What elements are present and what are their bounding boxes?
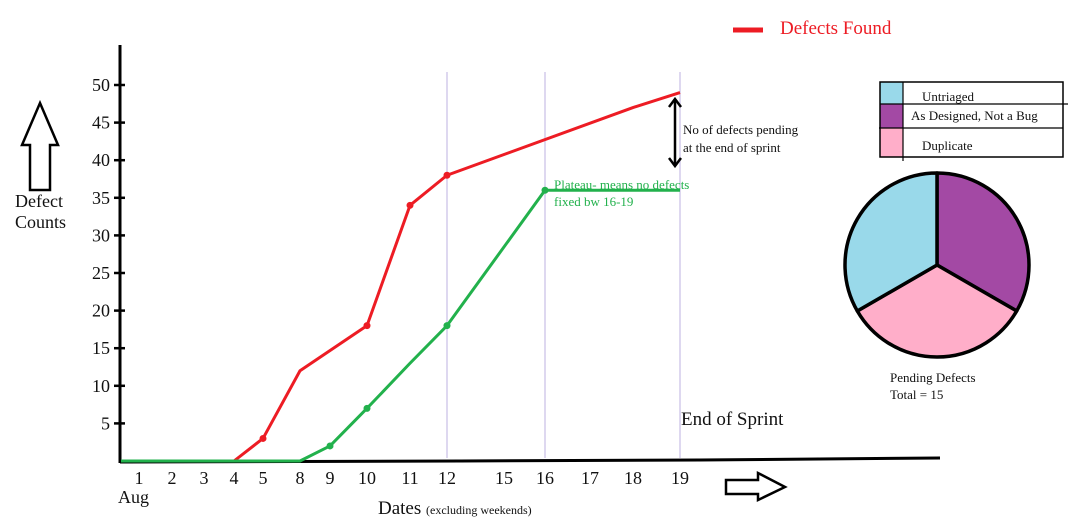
pie-slice (855, 263, 1019, 359)
x-tick-label: 8 (296, 468, 305, 488)
x-tick-label: 5 (259, 468, 268, 488)
y-axis-label-line1: Defect (15, 191, 63, 211)
x-tick-label: 16 (536, 468, 554, 488)
x-tick-label: 4 (230, 468, 239, 488)
x-tick-label: 1 (135, 468, 144, 488)
data-point (443, 322, 451, 330)
x-axis-note: (excluding weekends) (426, 503, 532, 517)
data-point (443, 171, 451, 179)
x-tick-label: 11 (401, 468, 418, 488)
end-of-sprint-label: End of Sprint (681, 409, 784, 430)
x-tick-label: 10 (358, 468, 376, 488)
pending-defects-pie (843, 171, 1031, 359)
pie-caption-line2: Total = 15 (890, 387, 943, 402)
pie-legend-swatch-untriaged (880, 82, 903, 104)
x-axis-label: Dates (excluding weekends) (378, 498, 532, 519)
y-tick-label: 50 (92, 75, 110, 95)
series-line-0 (121, 91, 681, 463)
y-tick-label: 5 (101, 413, 110, 433)
pie-legend-label-as-designed: As Designed, Not a Bug (911, 108, 1038, 123)
pending-arrow-icon (668, 96, 682, 169)
y-tick-label: 45 (92, 113, 110, 133)
pie-slice (843, 171, 939, 313)
plateau-annotation-line2: fixed bw 16-19 (554, 194, 633, 209)
x-tick-label: 18 (624, 468, 642, 488)
y-axis-label-line2: Counts (15, 212, 66, 232)
y-tick-label: 20 (92, 301, 110, 321)
data-point (406, 201, 414, 209)
x-tick-label: 15 (495, 468, 513, 488)
x-tick-label: 9 (326, 468, 335, 488)
data-point (326, 442, 334, 450)
y-tick-label: 35 (92, 188, 110, 208)
x-axis-title: Dates (378, 498, 421, 519)
pie-legend: Untriaged As Designed, Not a Bug Duplica… (879, 81, 1068, 161)
y-tick-label: 25 (92, 263, 110, 283)
y-axis-arrow-icon (20, 99, 60, 192)
x-tick-label: 17 (581, 468, 599, 488)
x-month-label: Aug (118, 487, 149, 507)
y-tick-label: 15 (92, 338, 110, 358)
pending-annotation-line2: at the end of sprint (683, 140, 781, 155)
data-point (363, 322, 371, 330)
x-axis-arrow-icon (724, 470, 788, 502)
data-point (363, 404, 371, 412)
pie-legend-swatch-as-designed (880, 104, 903, 128)
pie-caption-line1: Pending Defects (890, 370, 976, 385)
pie-legend-label-duplicate: Duplicate (922, 138, 973, 153)
pie-legend-label-untriaged: Untriaged (922, 89, 974, 104)
x-tick-label: 2 (168, 468, 177, 488)
data-point (259, 434, 267, 442)
x-tick-label: 19 (671, 468, 689, 488)
y-tick-label: 30 (92, 225, 110, 245)
pending-annotation-line1: No of defects pending (683, 122, 799, 137)
data-point (541, 186, 549, 194)
pie-legend-swatch-duplicate (880, 128, 903, 157)
plateau-annotation-line1: Plateau- means no defects (554, 177, 689, 192)
legend-label-defects-found: Defects Found (780, 18, 892, 39)
y-tick-label: 10 (92, 376, 110, 396)
y-tick-label: 40 (92, 150, 110, 170)
x-tick-label: 3 (200, 468, 209, 488)
x-tick-label: 12 (438, 468, 456, 488)
